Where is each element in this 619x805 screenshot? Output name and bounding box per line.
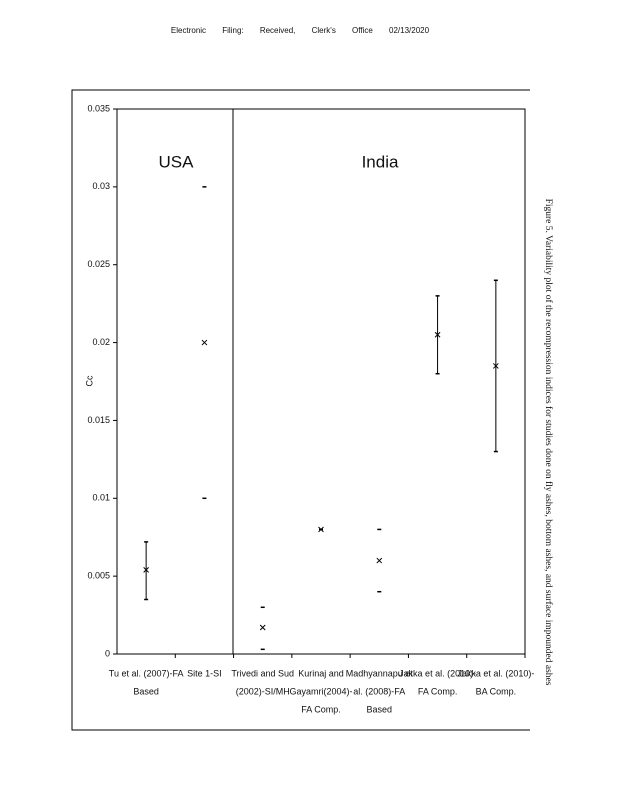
x-tick-label: Based — [367, 704, 393, 714]
x-tick-label: BA Comp. — [476, 686, 517, 696]
plot-area — [116, 108, 526, 655]
y-tick-label: 0.025 — [87, 259, 110, 269]
x-tick-label: FA Comp. — [301, 704, 341, 714]
y-tick-label: 0.035 — [87, 103, 110, 113]
x-tick-label: FA Comp. — [418, 686, 458, 696]
mean-marker — [434, 331, 441, 338]
group-label: USA — [159, 152, 195, 171]
x-tick-label: (2002)-SI/MH — [236, 686, 290, 696]
x-tick-label: Jakka et al. (2010)- — [399, 668, 476, 678]
mean-marker — [493, 363, 499, 369]
mean-marker — [201, 339, 208, 346]
mean-marker — [318, 526, 324, 533]
x-tick-label: Kurinaj and — [298, 668, 344, 678]
x-tick-label: Trivedi and Sud — [231, 668, 294, 678]
mean-marker — [376, 557, 383, 564]
group-label: India — [362, 152, 399, 171]
mean-marker — [143, 567, 149, 573]
y-tick-label: 0.03 — [92, 181, 110, 191]
x-tick-label: Based — [133, 686, 159, 696]
header: Electronic Filing: Received, Clerk's Off… — [171, 26, 430, 35]
figure-frame — [71, 89, 530, 731]
x-tick-label: al. (2008)-FA — [353, 686, 405, 696]
x-tick-label: Site 1-SI — [187, 668, 222, 678]
x-tick-label: Jakka et al. (2010)- — [457, 668, 534, 678]
y-tick-label: 0.015 — [87, 415, 110, 425]
x-tick-label: Gayamri(2004)- — [289, 686, 352, 696]
y-tick-label: 0.02 — [92, 337, 110, 347]
figure-caption: Figure 5. Variability plot of the recomp… — [543, 199, 554, 686]
y-tick-label: 0.01 — [92, 493, 110, 503]
y-tick-label: 0 — [105, 648, 110, 658]
y-tick-label: 0.005 — [87, 571, 110, 581]
y-axis-label: Cc — [84, 375, 94, 386]
mean-marker — [259, 624, 266, 631]
x-tick-label: Tu et al. (2007)-FA — [109, 668, 184, 678]
x-tick-label: Madhyannapu et — [346, 668, 414, 678]
